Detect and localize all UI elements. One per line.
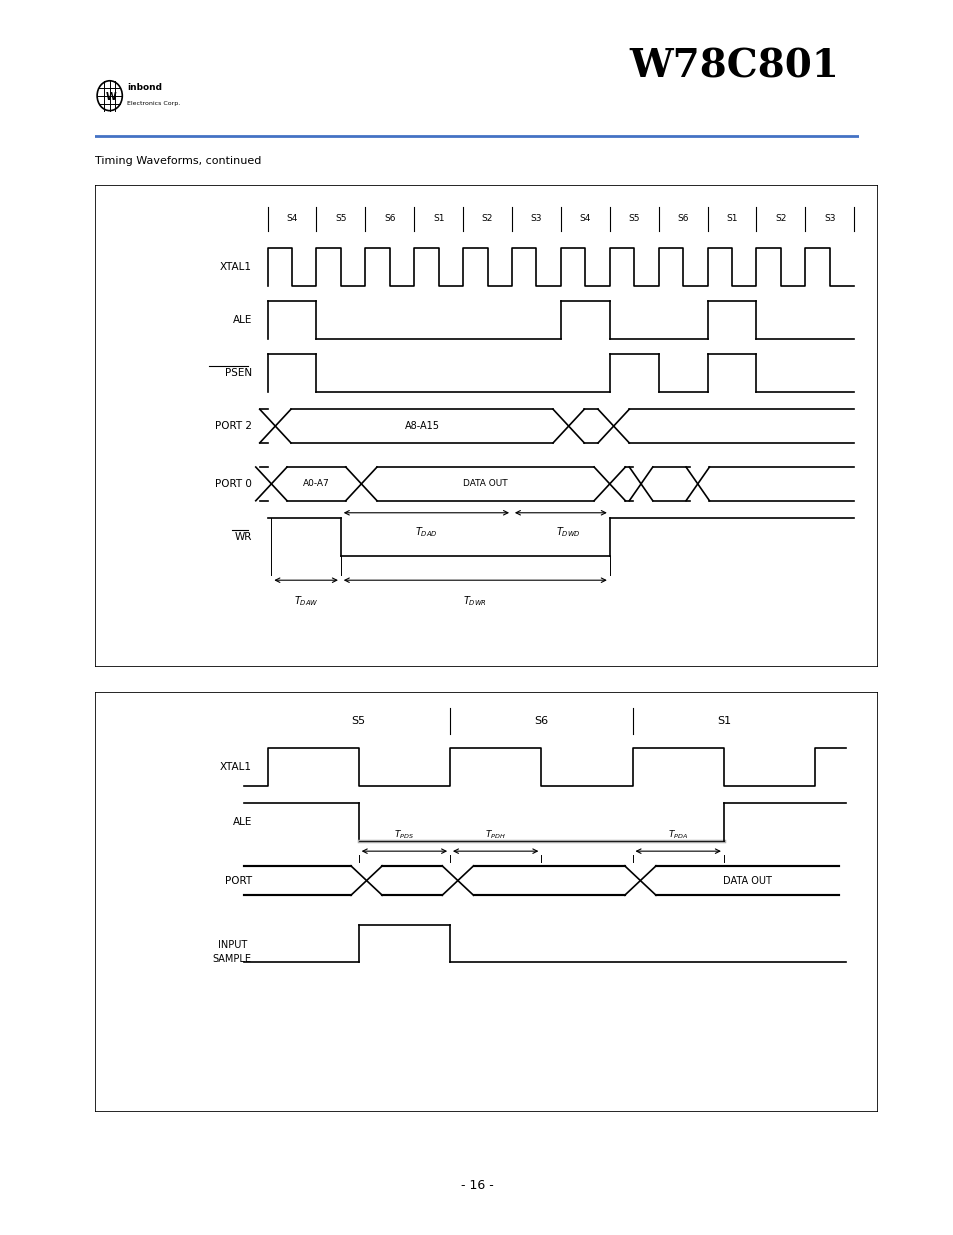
Text: $T_{PDS}$: $T_{PDS}$ (394, 829, 414, 841)
Text: INPUT
SAMPLE: INPUT SAMPLE (213, 940, 252, 963)
Text: S3: S3 (530, 215, 541, 224)
FancyBboxPatch shape (95, 185, 877, 667)
Text: inbond: inbond (127, 83, 162, 93)
Text: S2: S2 (481, 215, 493, 224)
Text: S6: S6 (534, 716, 548, 726)
Text: Electronics Corp.: Electronics Corp. (127, 101, 180, 106)
Text: S6: S6 (383, 215, 395, 224)
Text: PORT 2: PORT 2 (214, 421, 252, 431)
Text: $T_{PDH}$: $T_{PDH}$ (485, 829, 505, 841)
Text: $T_{DAD}$: $T_{DAD}$ (415, 525, 437, 538)
Text: - 16 -: - 16 - (460, 1179, 493, 1192)
Text: S4: S4 (286, 215, 297, 224)
Text: S3: S3 (823, 215, 835, 224)
Text: $T_{DAW}$: $T_{DAW}$ (294, 595, 318, 609)
FancyBboxPatch shape (95, 692, 877, 1112)
Text: S6: S6 (677, 215, 688, 224)
Text: S5: S5 (335, 215, 346, 224)
Text: DATA OUT: DATA OUT (463, 479, 507, 488)
Text: PSEN: PSEN (225, 368, 252, 378)
Text: XTAL1: XTAL1 (219, 262, 252, 272)
Text: PORT 0: PORT 0 (214, 479, 252, 489)
Text: DATA OUT: DATA OUT (722, 876, 771, 885)
Text: XTAL1: XTAL1 (219, 762, 252, 772)
Text: WR: WR (234, 532, 252, 542)
Text: Timing Waveforms, continued: Timing Waveforms, continued (95, 156, 261, 165)
Text: W78C801: W78C801 (629, 48, 839, 85)
Text: S2: S2 (775, 215, 785, 224)
Text: S5: S5 (352, 716, 365, 726)
Text: ALE: ALE (233, 816, 252, 826)
Text: S5: S5 (628, 215, 639, 224)
Text: A8-A15: A8-A15 (404, 421, 439, 431)
Text: S4: S4 (579, 215, 590, 224)
Text: S1: S1 (433, 215, 444, 224)
Text: ALE: ALE (233, 315, 252, 325)
Text: A0-A7: A0-A7 (303, 479, 330, 488)
Text: W: W (106, 93, 116, 103)
Text: $T_{DWD}$: $T_{DWD}$ (556, 525, 580, 538)
Text: S1: S1 (716, 716, 730, 726)
Text: S1: S1 (725, 215, 737, 224)
Text: $T_{PDA}$: $T_{PDA}$ (667, 829, 687, 841)
Text: PORT: PORT (225, 876, 252, 885)
Text: $T_{DWR}$: $T_{DWR}$ (463, 595, 487, 609)
